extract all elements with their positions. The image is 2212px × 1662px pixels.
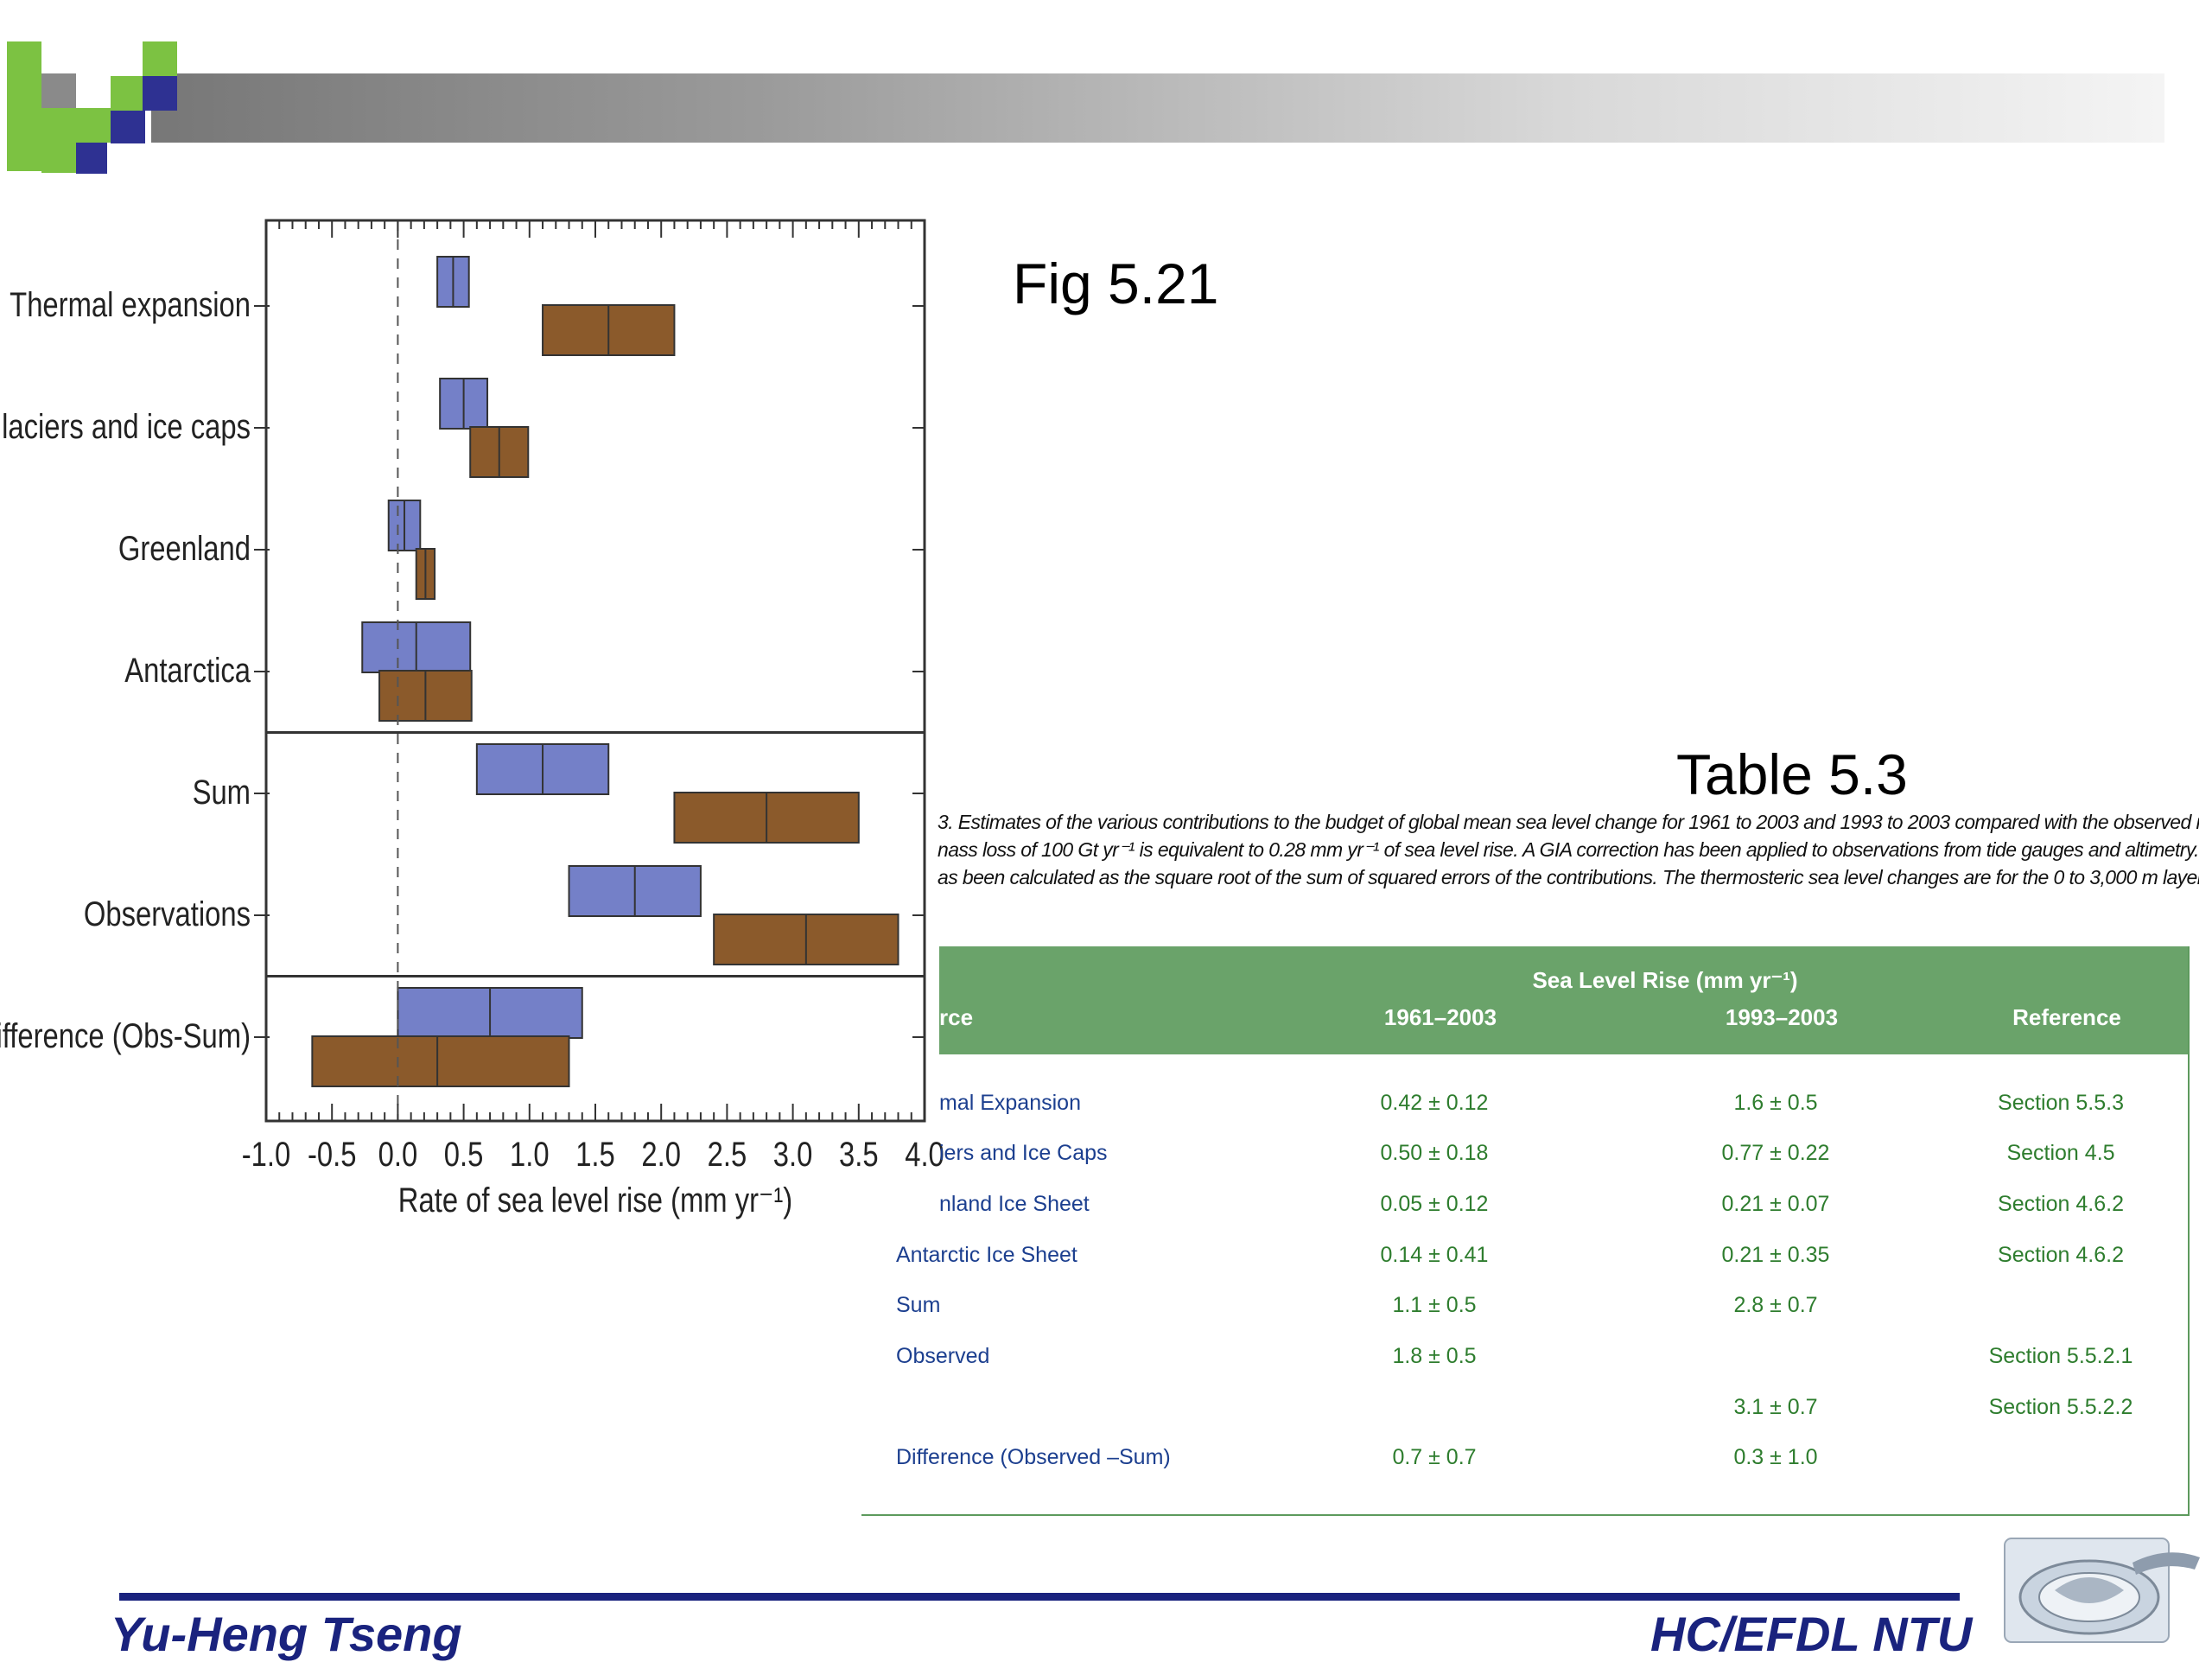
x-tick-label: 4.0 xyxy=(905,1135,944,1174)
x-tick-label: 2.5 xyxy=(708,1135,747,1174)
cell-1993: 2.8 ± 0.7 xyxy=(1733,1293,1818,1317)
group-header: Sea Level Rise (mm yr⁻¹) xyxy=(1532,967,1798,993)
x-tick-label: 0.0 xyxy=(378,1135,418,1174)
cell-reference: Section 4.5 xyxy=(2006,1141,2115,1165)
cell-1961: 0.14 ± 0.41 xyxy=(1380,1243,1489,1267)
cell-1993: 0.3 ± 1.0 xyxy=(1733,1445,1818,1469)
cell-reference: Section 4.6.2 xyxy=(1998,1243,2124,1267)
x-tick-label: 2.0 xyxy=(641,1135,681,1174)
institution-seal-icon xyxy=(2004,1538,2200,1643)
table-row: Sum 1.1 ± 0.5 2.8 ± 0.7 xyxy=(864,1293,2186,1328)
header-reference: Reference xyxy=(2012,1004,2121,1030)
caption-line: nass loss of 100 Gt yr⁻¹ is equivalent t… xyxy=(938,838,2199,861)
table-row: 3.1 ± 0.7 Section 5.5.2.2 xyxy=(864,1395,2186,1430)
category-label: Thermal expansion xyxy=(10,285,251,324)
x-tick-label: -1.0 xyxy=(242,1135,291,1174)
chart-labels: Thermal expansion Glaciers and ice caps Gr… xyxy=(0,285,944,1219)
cell-reference: Section 5.5.3 xyxy=(1998,1091,2124,1115)
cell-source: Difference (Observed –Sum) xyxy=(896,1445,1171,1469)
cell-1961: 0.50 ± 0.18 xyxy=(1380,1141,1489,1165)
footer-affiliation: HC/EFDL NTU xyxy=(1650,1607,1973,1661)
table-row: mal Expansion 0.42 ± 0.12 1.6 ± 0.5 Sect… xyxy=(864,1091,2186,1125)
table-label: Table 5.3 xyxy=(1676,742,1908,806)
table-row: Difference (Observed –Sum) 0.7 ± 0.7 0.3… xyxy=(864,1445,2186,1480)
cell-1961: 0.05 ± 0.12 xyxy=(1380,1192,1489,1216)
category-label: Greenland xyxy=(118,529,251,568)
category-label: Observations xyxy=(84,895,251,933)
table-row: Observed 1.8 ± 0.5 Section 5.5.2.1 xyxy=(864,1344,2186,1379)
table-row: Antarctic Ice Sheet 0.14 ± 0.41 0.21 ± 0… xyxy=(864,1243,2186,1277)
cell-1961: 0.7 ± 0.7 xyxy=(1392,1445,1477,1469)
category-label: Antarctica xyxy=(124,651,251,690)
cell-1961: 1.8 ± 0.5 xyxy=(1392,1344,1477,1368)
caption-line: as been calculated as the square root of… xyxy=(938,866,2199,888)
cell-source: mal Expansion xyxy=(939,1091,1081,1115)
x-tick-label: 1.5 xyxy=(575,1135,615,1174)
figure-label: Fig 5.21 xyxy=(1013,252,1219,315)
category-label: Difference (Obs-Sum) xyxy=(0,1016,251,1055)
footer-divider xyxy=(119,1593,1960,1601)
footer-author: Yu-Heng Tseng xyxy=(111,1607,462,1661)
range-bar xyxy=(311,1035,570,1087)
table-row: nland Ice Sheet 0.05 ± 0.12 0.21 ± 0.07 … xyxy=(864,1192,2186,1226)
cell-source: iers and Ice Caps xyxy=(939,1141,1108,1165)
cell-reference: Section 4.6.2 xyxy=(1998,1192,2124,1216)
gradient-bar xyxy=(151,73,2164,143)
category-label: Sum xyxy=(193,773,251,812)
x-axis-label: Rate of sea level rise (mm yr⁻¹) xyxy=(398,1181,792,1219)
x-tick-label: 3.5 xyxy=(839,1135,879,1174)
cell-1993: 0.21 ± 0.07 xyxy=(1721,1192,1830,1216)
table-header: Sea Level Rise (mm yr⁻¹) rce 1961–2003 1… xyxy=(939,946,2188,1054)
cell-1993: 0.21 ± 0.35 xyxy=(1721,1243,1830,1267)
x-tick-label: 0.5 xyxy=(444,1135,484,1174)
caption-line: 3. Estimates of the various contribution… xyxy=(938,811,2199,833)
header-1993: 1993–2003 xyxy=(1725,1004,1839,1030)
sea-level-chart: Thermal expansion Glaciers and ice caps Gr… xyxy=(0,219,944,1219)
cell-1961: 0.42 ± 0.12 xyxy=(1380,1091,1489,1115)
cell-1993: 3.1 ± 0.7 xyxy=(1733,1395,1818,1419)
table-frame xyxy=(861,946,2190,1516)
cell-1961: 1.1 ± 0.5 xyxy=(1392,1293,1477,1317)
cell-source: Antarctic Ice Sheet xyxy=(896,1243,1077,1267)
cell-source: Observed xyxy=(896,1344,990,1368)
chart-bars xyxy=(311,256,899,1087)
cell-source: nland Ice Sheet xyxy=(939,1192,1090,1216)
cell-1993: 1.6 ± 0.5 xyxy=(1733,1091,1818,1115)
cell-source: Sum xyxy=(896,1293,941,1317)
header-source: rce xyxy=(939,1004,974,1030)
x-tick-label: 1.0 xyxy=(510,1135,550,1174)
chart-axes xyxy=(254,219,926,1123)
category-label: Glaciers and ice caps xyxy=(0,407,251,446)
cell-1993: 0.77 ± 0.22 xyxy=(1721,1141,1830,1165)
table-caption: 3. Estimates of the various contribution… xyxy=(938,808,2199,891)
x-tick-label: 3.0 xyxy=(773,1135,813,1174)
cell-reference: Section 5.5.2.1 xyxy=(1988,1344,2133,1368)
header-1961: 1961–2003 xyxy=(1383,1004,1497,1030)
x-tick-label: -0.5 xyxy=(308,1135,357,1174)
table-row: iers and Ice Caps 0.50 ± 0.18 0.77 ± 0.2… xyxy=(864,1141,2186,1175)
cell-reference: Section 5.5.2.2 xyxy=(1988,1395,2133,1419)
